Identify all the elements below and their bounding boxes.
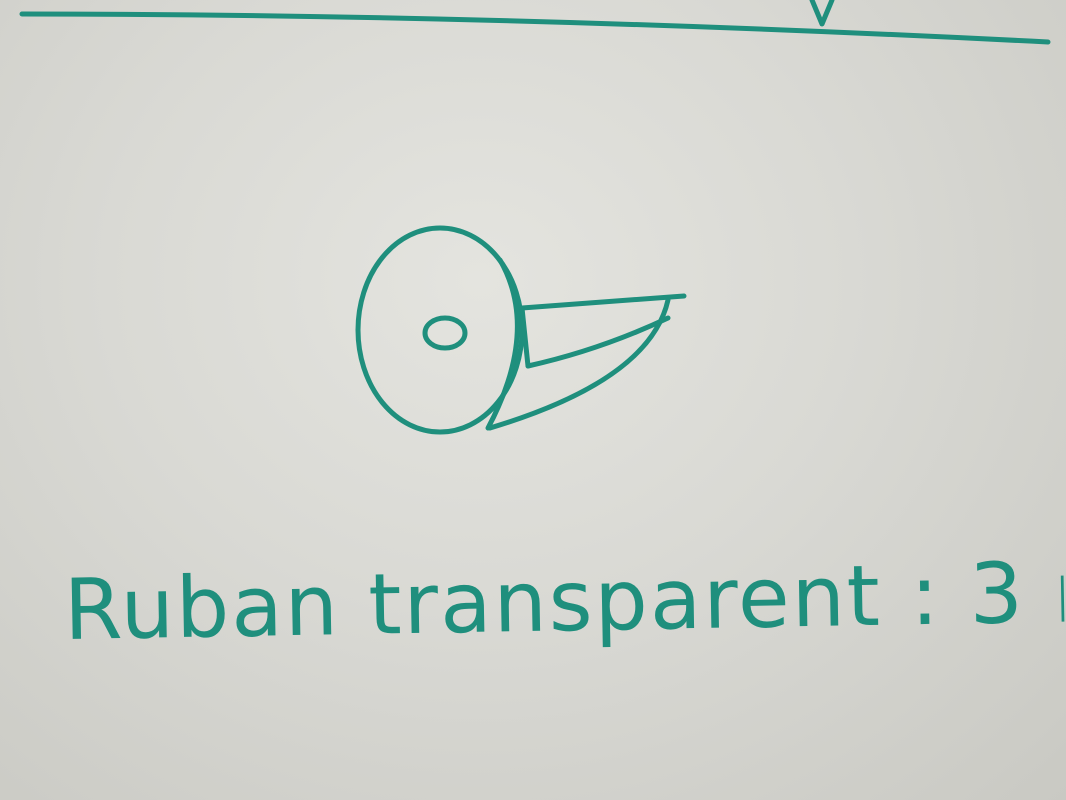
top-line	[19, 11, 1051, 45]
tape-strip-middle	[525, 315, 671, 369]
tape-strip-link	[519, 305, 531, 369]
tape-roll-face	[355, 225, 525, 435]
whiteboard-caption: Ruban transparent : 3 m x 12	[63, 538, 1066, 659]
tape-strip-top	[519, 293, 687, 311]
top-stroke-fragment	[809, 0, 835, 27]
tape-roll-edge	[485, 257, 520, 431]
tape-roll-hole	[422, 315, 468, 351]
